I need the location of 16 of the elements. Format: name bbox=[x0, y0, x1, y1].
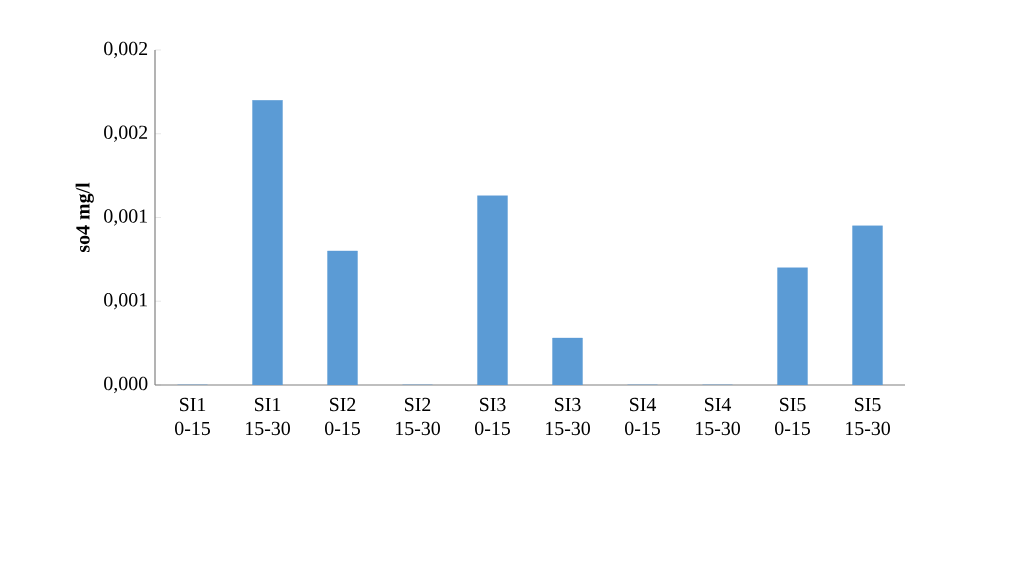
y-tick-label: 0,001 bbox=[104, 293, 147, 310]
x-tick-label: SI4 15-30 bbox=[696, 397, 740, 436]
x-tick-label: SI5 15-30 bbox=[846, 397, 890, 436]
y-tick-label: 0,001 bbox=[104, 209, 147, 226]
y-axis-title: so4 mg/l bbox=[75, 182, 94, 253]
x-tick-label: SI4 0-15 bbox=[625, 397, 660, 436]
x-tick-label: SI2 0-15 bbox=[325, 397, 360, 436]
x-tick-label: SI2 15-30 bbox=[396, 397, 440, 436]
y-tick-label: 0,002 bbox=[104, 41, 148, 59]
x-tick-label: SI5 0-15 bbox=[775, 397, 810, 436]
x-tick-label: SI3 15-30 bbox=[546, 397, 590, 436]
x-tick-label: SI1 0-15 bbox=[175, 397, 210, 436]
x-tick-label: SI3 0-15 bbox=[475, 397, 510, 436]
y-tick-label: 0,002 bbox=[104, 125, 148, 142]
y-tick-label: 0,000 bbox=[104, 376, 148, 394]
x-tick-label: SI1 15-30 bbox=[246, 397, 290, 436]
